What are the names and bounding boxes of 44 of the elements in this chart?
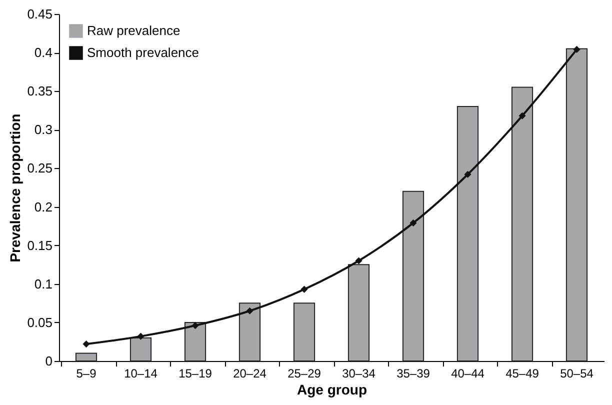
- x-tick-label: 50–54: [560, 366, 594, 380]
- point: [82, 340, 90, 348]
- x-tick-label: 25–29: [288, 366, 322, 380]
- x-axis-title: Age group: [297, 382, 367, 398]
- bar: [402, 190, 424, 362]
- point: [355, 257, 362, 264]
- point: [246, 307, 254, 314]
- y-tick-label: 0.05: [27, 314, 52, 330]
- bar: [511, 86, 534, 362]
- point: [300, 286, 308, 293]
- point: [192, 322, 199, 330]
- x-tick-label: 5–9: [76, 366, 97, 380]
- bar: [456, 106, 479, 362]
- bar: [238, 302, 261, 362]
- x-tick-label: 40–44: [451, 366, 485, 380]
- point: [518, 112, 526, 120]
- bar: [566, 48, 588, 362]
- bar: [130, 337, 152, 362]
- x-tick-label: 10–14: [124, 366, 158, 380]
- legend-label: Raw prevalence: [87, 23, 180, 38]
- y-tick-label: 0.4: [34, 45, 52, 60]
- bar: [348, 264, 370, 362]
- y-tick-label: 0.45: [27, 6, 52, 22]
- x-tick-label: 35–39: [396, 366, 430, 380]
- x-tick-label: 20–24: [233, 366, 267, 380]
- point: [410, 219, 417, 227]
- bar: [293, 302, 316, 362]
- x-tick-label: 15–19: [178, 366, 212, 380]
- point: [137, 332, 144, 340]
- point: [464, 170, 472, 178]
- y-tick-label: 0.15: [27, 238, 52, 253]
- x-tick-label: 45–49: [506, 366, 540, 380]
- y-axis-title: Prevalence proportion: [7, 114, 24, 262]
- y-tick-label: 0.1: [34, 276, 52, 292]
- x-tick-label: 30–34: [342, 366, 376, 380]
- bar: [75, 352, 98, 362]
- bar: [184, 322, 206, 362]
- point: [573, 46, 580, 54]
- y-tick-label: 0.25: [27, 160, 52, 176]
- y-tick-label: 0.3: [34, 122, 52, 138]
- legend-label: Smooth prevalence: [87, 45, 200, 60]
- y-tick-label: 0.2: [34, 199, 52, 214]
- y-tick-label: 0.35: [27, 84, 52, 99]
- y-tick-label: 0: [45, 354, 52, 368]
